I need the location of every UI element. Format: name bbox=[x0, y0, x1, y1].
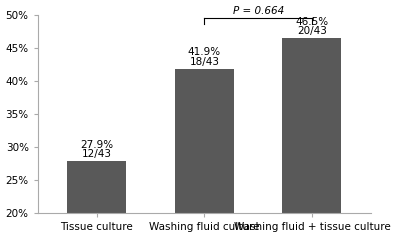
Bar bbox=[67, 161, 126, 238]
Text: 46.5%: 46.5% bbox=[295, 16, 328, 26]
Text: 41.9%: 41.9% bbox=[188, 47, 221, 57]
Text: P = 0.664: P = 0.664 bbox=[232, 6, 284, 16]
Text: 12/43: 12/43 bbox=[82, 149, 112, 159]
Bar bbox=[282, 38, 342, 238]
Bar bbox=[175, 69, 234, 238]
Text: 18/43: 18/43 bbox=[189, 57, 219, 67]
Text: 27.9%: 27.9% bbox=[80, 139, 114, 149]
Text: 20/43: 20/43 bbox=[297, 26, 327, 36]
